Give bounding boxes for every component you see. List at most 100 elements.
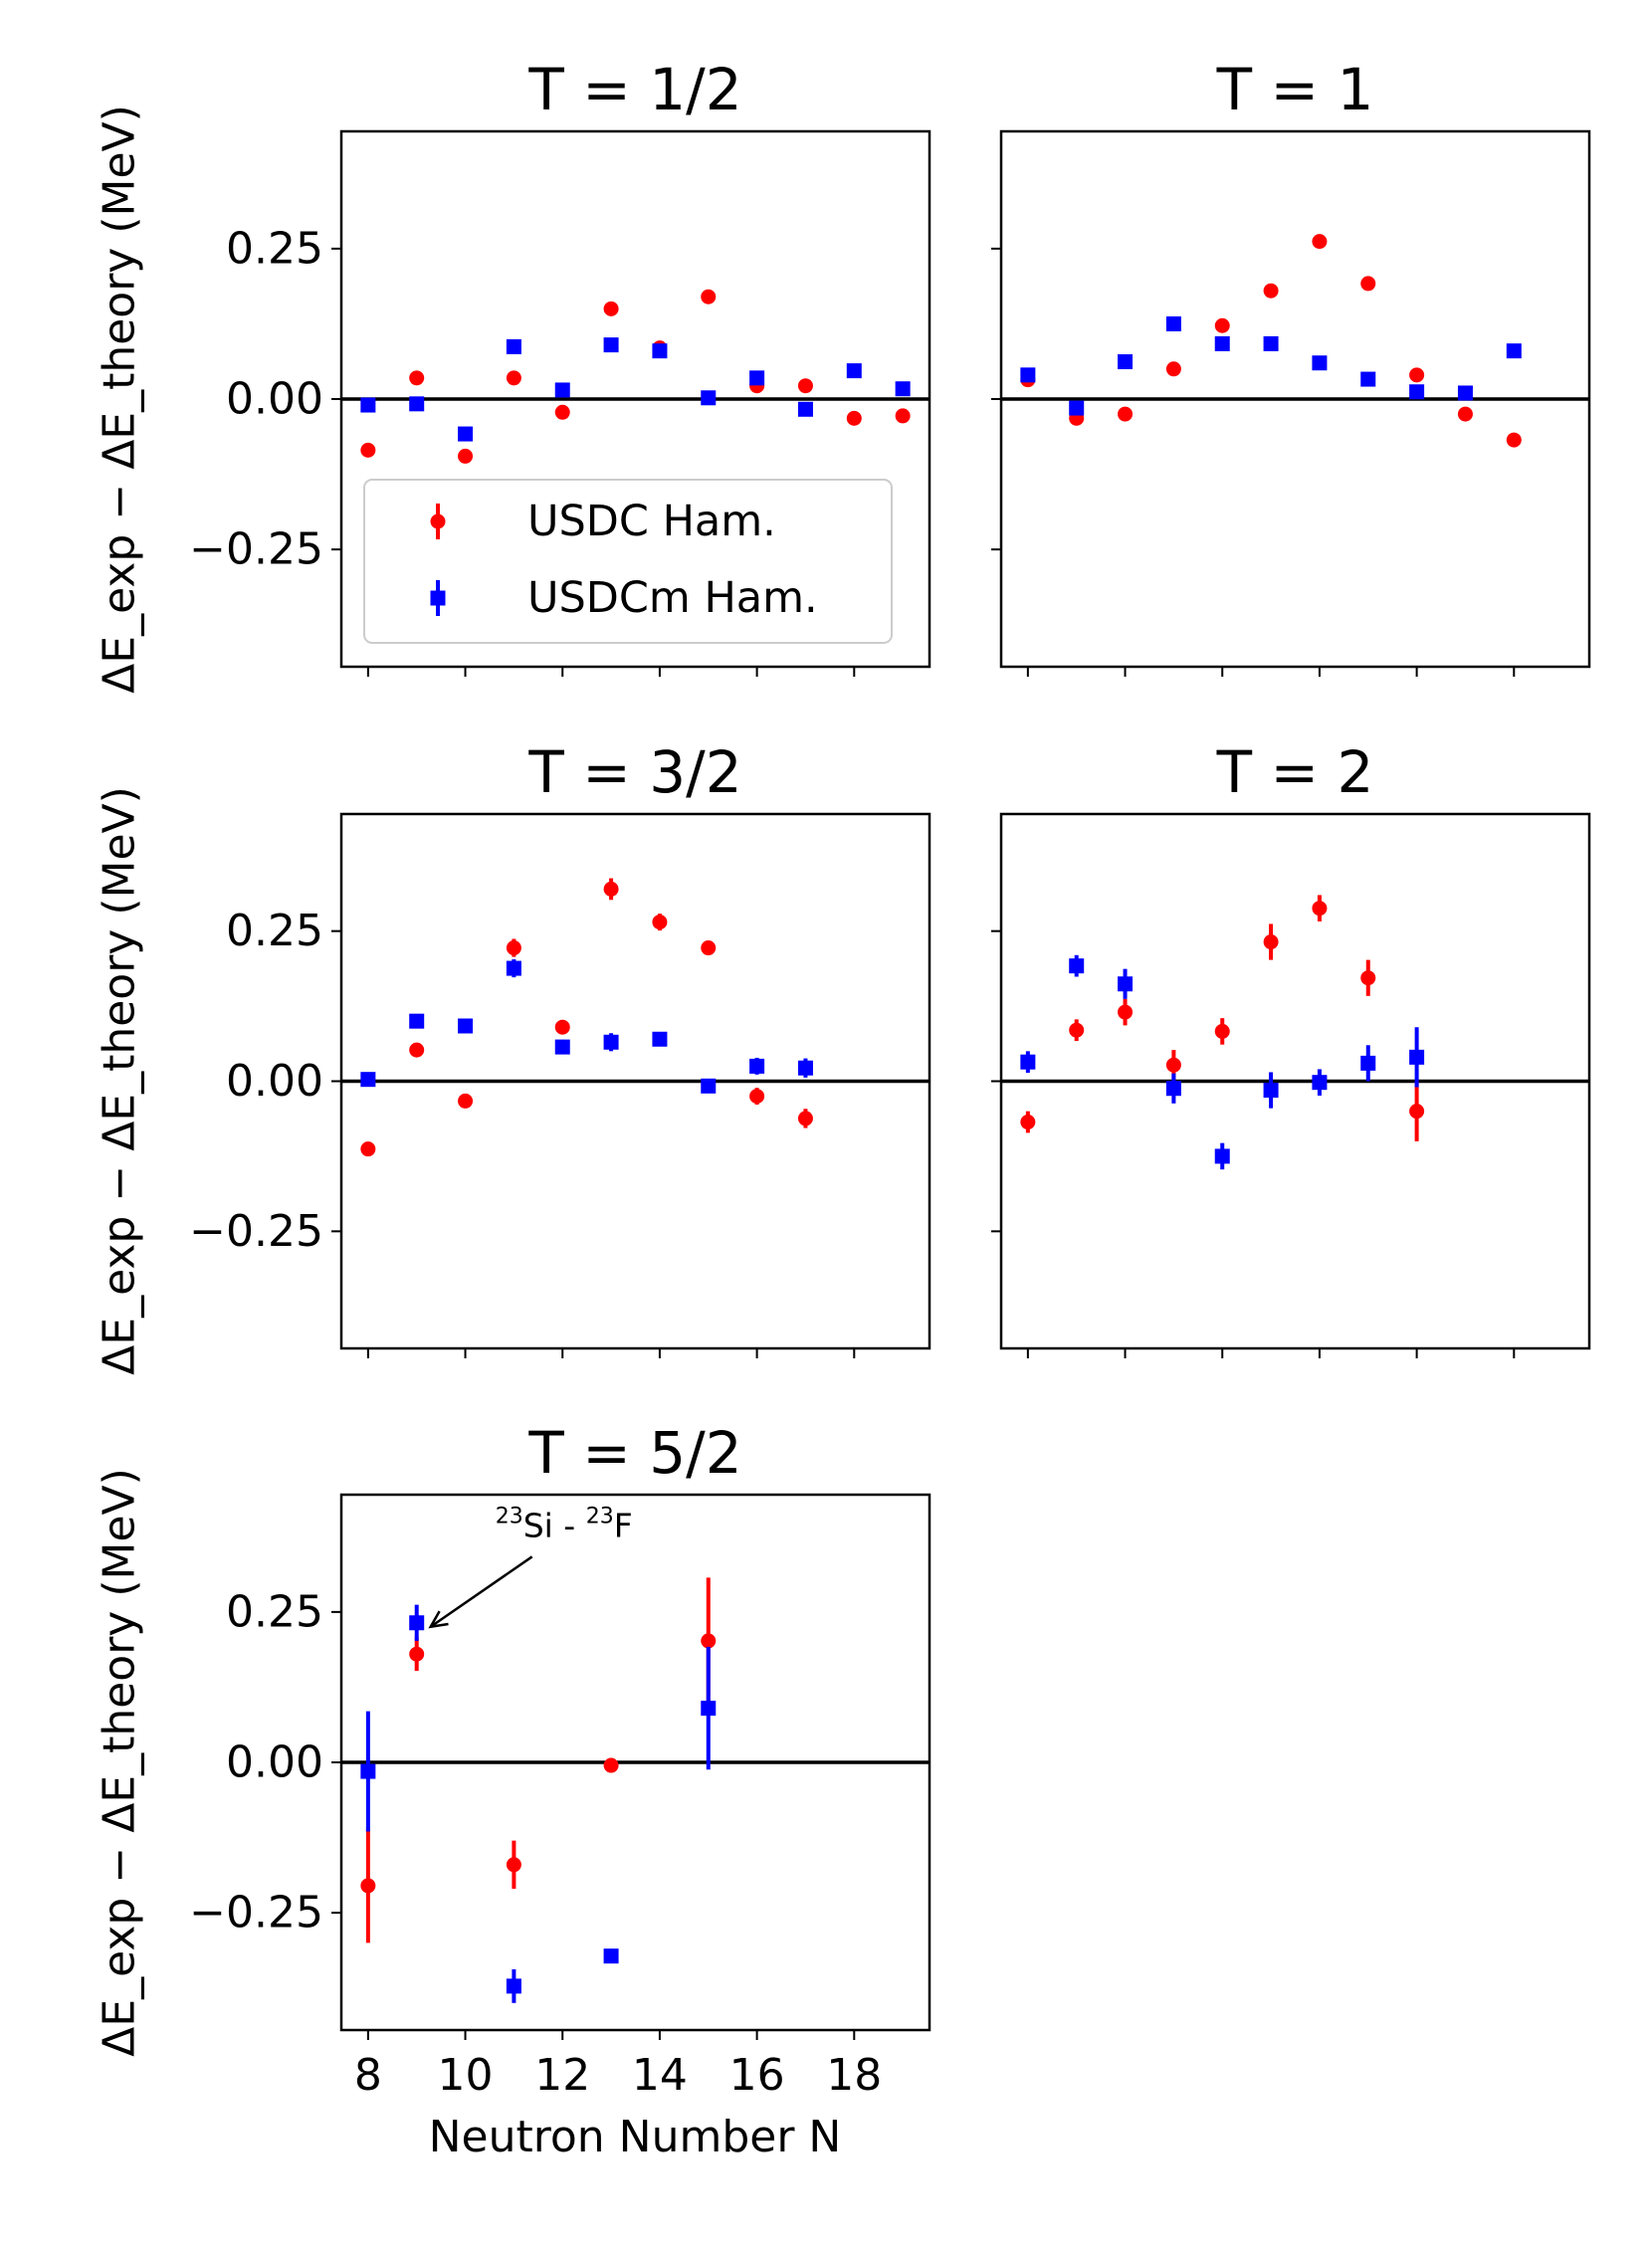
legend-marker: [430, 590, 446, 606]
series-usdcm: [360, 959, 813, 1094]
data-point: [1069, 400, 1085, 416]
data-point: [1312, 1075, 1328, 1091]
data-point: [1214, 1148, 1230, 1164]
data-point: [554, 1019, 570, 1035]
y-tick-label: 0.00: [226, 1056, 323, 1107]
panel-3: T = 3/2 0.25 0.00 −0.25: [189, 738, 931, 1358]
panel-title: T = 1/2: [527, 56, 741, 123]
x-tick-label: 14: [632, 2050, 688, 2101]
data-point: [749, 1089, 765, 1105]
data-point: [554, 1039, 570, 1055]
annotation-superscript: 23: [496, 1504, 523, 1529]
panel-title: T = 2: [1216, 738, 1374, 806]
x-tick-label: 16: [729, 2050, 785, 2101]
data-point: [409, 370, 425, 386]
data-point: [360, 442, 376, 458]
panel-2: T = 1: [991, 56, 1591, 677]
data-point: [409, 1013, 425, 1029]
data-point: [1020, 367, 1036, 383]
y-tick-label: 0.25: [226, 223, 323, 274]
data-point: [409, 396, 425, 412]
data-point: [506, 370, 521, 386]
data-point: [360, 1072, 376, 1088]
plot-frame: [999, 812, 1591, 1350]
series-usdcm: [1020, 315, 1522, 416]
data-point: [1457, 385, 1473, 401]
data-point: [797, 378, 813, 394]
data-point: [701, 1078, 717, 1094]
y-axis-label-row-2: ΔE_exp − ΔE_theory (MeV): [95, 786, 145, 1375]
y-tick-label: 0.25: [226, 906, 323, 956]
data-point: [1118, 354, 1134, 370]
x-tick-label: 18: [826, 2050, 882, 2101]
data-point: [1165, 1081, 1181, 1097]
data-point: [1118, 976, 1134, 992]
y-tick-label: −0.25: [189, 1888, 323, 1939]
data-point: [749, 1058, 765, 1074]
data-point: [1409, 1049, 1425, 1065]
data-point: [701, 1633, 717, 1649]
data-point: [1263, 934, 1279, 950]
annotation-arrow-head: [428, 1610, 449, 1629]
data-point: [1409, 1104, 1425, 1120]
data-point: [506, 338, 521, 354]
plot-frame: [339, 812, 931, 1350]
panel-title: T = 1: [1216, 56, 1374, 123]
y-axis-label-row-1: ΔE_exp − ΔE_theory (MeV): [95, 104, 145, 694]
y-tick-label: −0.25: [189, 1206, 323, 1257]
data-point: [1360, 276, 1376, 292]
data-point: [1263, 335, 1279, 351]
x-tick-label: 8: [354, 2050, 382, 2101]
series-usdcm: [360, 337, 911, 442]
data-point: [458, 1093, 474, 1109]
data-point: [1263, 283, 1279, 299]
x-axis-label: Neutron Number N: [429, 2112, 842, 2162]
data-point: [1457, 406, 1473, 422]
data-point: [409, 1042, 425, 1058]
data-point: [797, 1111, 813, 1126]
y-tick-label: 0.00: [226, 1737, 323, 1788]
y-axis-label: ΔE_exp − ΔE_theory (MeV): [95, 104, 145, 694]
data-point: [458, 1018, 474, 1034]
data-point: [1360, 1055, 1376, 1071]
y-axis-label-row-3: ΔE_exp − ΔE_theory (MeV): [95, 1468, 145, 2057]
legend: USDC Ham. USDCm Ham.: [363, 479, 893, 644]
data-point: [1312, 355, 1328, 371]
data-point: [360, 397, 376, 413]
data-point: [652, 1031, 668, 1047]
x-tick-label: 10: [438, 2050, 494, 2101]
series-usdc: [1020, 895, 1425, 1141]
series-usdc: [360, 878, 813, 1157]
data-point: [506, 1978, 521, 1994]
data-point: [701, 289, 717, 305]
data-point: [458, 426, 474, 442]
data-point: [603, 1757, 619, 1773]
x-tick-label: 12: [534, 2050, 590, 2101]
data-point: [1409, 384, 1425, 400]
data-point: [846, 410, 862, 426]
data-point: [458, 448, 474, 464]
panel-5: T = 5/2 0.25 0.00 −0.25 8 10 12 14 16 18 23Si - 23…: [189, 1419, 931, 2101]
annotation-arrow-shaft: [429, 1555, 533, 1628]
annotation-text: Si -: [523, 1506, 586, 1544]
data-point: [1360, 970, 1376, 986]
data-point: [360, 1141, 376, 1157]
data-point: [701, 1701, 717, 1717]
data-point: [797, 401, 813, 417]
data-point: [554, 404, 570, 420]
data-point: [360, 1763, 376, 1779]
data-point: [1020, 1054, 1036, 1070]
data-point: [1214, 335, 1230, 351]
data-point: [1506, 343, 1522, 359]
legend-frame: [363, 479, 893, 644]
plot-frame: [999, 129, 1591, 669]
data-point: [603, 1948, 619, 1964]
data-point: [1360, 371, 1376, 387]
data-point: [895, 381, 911, 397]
y-axis-label: ΔE_exp − ΔE_theory (MeV): [95, 786, 145, 1375]
y-tick-label: 0.25: [226, 1586, 323, 1637]
data-point: [749, 370, 765, 386]
data-point: [360, 1878, 376, 1894]
data-point: [506, 1857, 521, 1873]
